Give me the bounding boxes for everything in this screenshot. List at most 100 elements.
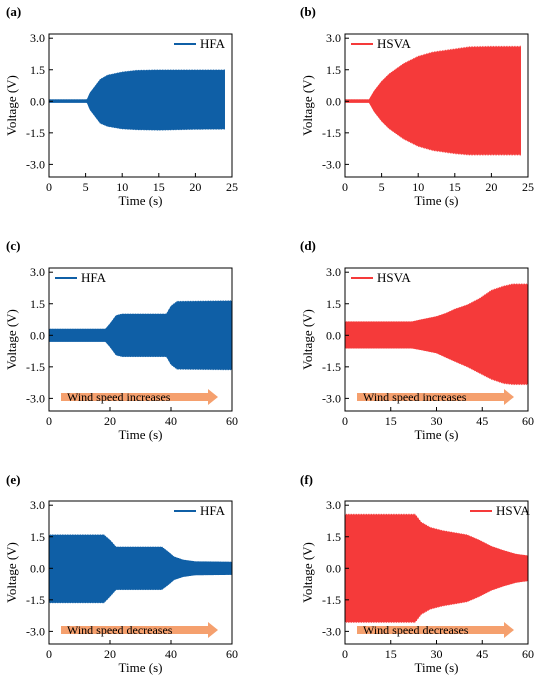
x-tick-label: 60 [226, 414, 238, 428]
y-tick-label: 3.0 [30, 31, 45, 45]
signal-envelope [48, 69, 225, 131]
x-tick-label: 30 [431, 414, 443, 428]
y-axis-title: Voltage (V) [300, 542, 315, 603]
panel-label: (e) [6, 472, 20, 487]
x-tick-label: 15 [449, 180, 461, 194]
x-tick-label: 0 [46, 180, 52, 194]
x-tick-label: 40 [165, 647, 177, 661]
annotation-label: Wind speed decreases [363, 623, 469, 637]
legend-label: HSVA [377, 270, 411, 285]
panel-label: (d) [300, 238, 316, 253]
x-tick-label: 0 [342, 414, 348, 428]
y-tick-label: 3.0 [30, 265, 45, 279]
x-axis-title: Time (s) [415, 427, 459, 442]
y-tick-label: -3.0 [322, 391, 341, 405]
y-axis-title: Voltage (V) [300, 309, 315, 370]
y-tick-label: 0.0 [326, 561, 341, 575]
x-axis-title: Time (s) [119, 193, 163, 208]
x-tick-label: 10 [116, 180, 128, 194]
annotation-label: Wind speed increases [67, 390, 171, 404]
y-axis-title: Voltage (V) [300, 75, 315, 136]
chart-panel-b: (b) 3.0 1.5 0.0 -1.5 -3.00 5 10 15 20 25 Time (s) Vo… [300, 4, 534, 208]
annotation-arrow [357, 389, 514, 405]
x-tick-label: 20 [189, 180, 201, 194]
y-tick-label: -1.5 [26, 593, 45, 607]
y-tick-label: 1.5 [30, 297, 45, 311]
y-tick-label: 0.0 [30, 328, 45, 342]
legend-label: HSVA [377, 36, 411, 51]
y-tick-label: -3.0 [26, 624, 45, 638]
legend-label: HFA [200, 36, 226, 51]
y-tick-label: -1.5 [26, 360, 45, 374]
plot-frame [48, 267, 233, 412]
panel-label: (b) [300, 4, 316, 19]
annotation-arrow [61, 389, 218, 405]
y-tick-label: -1.5 [26, 126, 45, 140]
x-axis-title: Time (s) [119, 660, 163, 675]
y-axis-title: Voltage (V) [4, 309, 19, 370]
legend-label: HFA [81, 270, 107, 285]
y-tick-label: -1.5 [322, 126, 341, 140]
y-tick-label: 3.0 [326, 31, 341, 45]
signal-envelope [48, 533, 233, 604]
plot-frame [48, 33, 233, 178]
x-tick-label: 0 [46, 414, 52, 428]
panel-label: (a) [6, 4, 21, 19]
panel-label: (f) [300, 472, 313, 487]
signal-envelope [344, 512, 529, 624]
y-tick-label: 0.0 [326, 328, 341, 342]
x-tick-label: 60 [522, 647, 534, 661]
x-tick-label: 20 [485, 180, 497, 194]
x-tick-label: 20 [104, 414, 116, 428]
y-tick-label: 0.0 [30, 561, 45, 575]
signal-envelope [48, 299, 233, 371]
x-tick-label: 30 [431, 647, 443, 661]
annotation-arrow [357, 622, 514, 638]
signal-envelope [344, 45, 521, 157]
y-tick-label: 0.0 [30, 94, 45, 108]
y-tick-label: -1.5 [322, 360, 341, 374]
x-tick-label: 10 [412, 180, 424, 194]
x-tick-label: 40 [165, 414, 177, 428]
y-tick-label: -3.0 [26, 157, 45, 171]
chart-panel-c: (c) 3.0 1.5 0.0 -1.5 -3.00 20 40 60 Time (s) Volta… [4, 238, 238, 442]
y-tick-label: -3.0 [322, 157, 341, 171]
annotation-label: Wind speed increases [363, 390, 467, 404]
y-tick-label: 3.0 [326, 265, 341, 279]
plot-frame [344, 33, 529, 178]
x-axis-title: Time (s) [415, 660, 459, 675]
annotation-label: Wind speed decreases [67, 623, 173, 637]
y-tick-label: 1.5 [326, 297, 341, 311]
x-tick-label: 0 [46, 647, 52, 661]
y-tick-label: 1.5 [30, 530, 45, 544]
y-axis-title: Voltage (V) [4, 542, 19, 603]
chart-panel-e: (e) 3.0 1.5 0.0 -1.5 -3.00 20 40 60 Time (s) Volta… [4, 472, 238, 675]
y-tick-label: 1.5 [326, 530, 341, 544]
x-axis-title: Time (s) [415, 193, 459, 208]
y-tick-label: -3.0 [322, 624, 341, 638]
y-tick-label: 3.0 [30, 498, 45, 512]
chart-panel-f: (f) 3.0 1.5 0.0 -1.5 -3.00 15 30 45 60 Time (s) Vol… [300, 472, 534, 675]
x-tick-label: 15 [385, 414, 397, 428]
signal-envelope [344, 282, 529, 386]
chart-panel-d: (d) 3.0 1.5 0.0 -1.5 -3.00 15 30 45 60 Time (s) Vol… [300, 238, 534, 442]
x-tick-label: 45 [476, 414, 488, 428]
x-tick-label: 20 [104, 647, 116, 661]
y-tick-label: 1.5 [326, 63, 341, 77]
chart-panel-a: (a) 3.0 1.5 0.0 -1.5 -3.00 5 10 15 20 25 Time (s) Vo… [4, 4, 238, 208]
x-tick-label: 60 [226, 647, 238, 661]
annotation-arrow [61, 622, 218, 638]
y-tick-label: 0.0 [326, 94, 341, 108]
y-tick-label: -1.5 [322, 593, 341, 607]
x-tick-label: 15 [385, 647, 397, 661]
plot-frame [48, 500, 233, 645]
x-tick-label: 0 [342, 180, 348, 194]
legend-label: HFA [200, 503, 226, 518]
y-tick-label: 1.5 [30, 63, 45, 77]
x-axis-title: Time (s) [119, 427, 163, 442]
x-tick-label: 25 [522, 180, 534, 194]
x-tick-label: 15 [153, 180, 165, 194]
x-tick-label: 45 [476, 647, 488, 661]
x-tick-label: 0 [342, 647, 348, 661]
x-tick-label: 5 [83, 180, 89, 194]
